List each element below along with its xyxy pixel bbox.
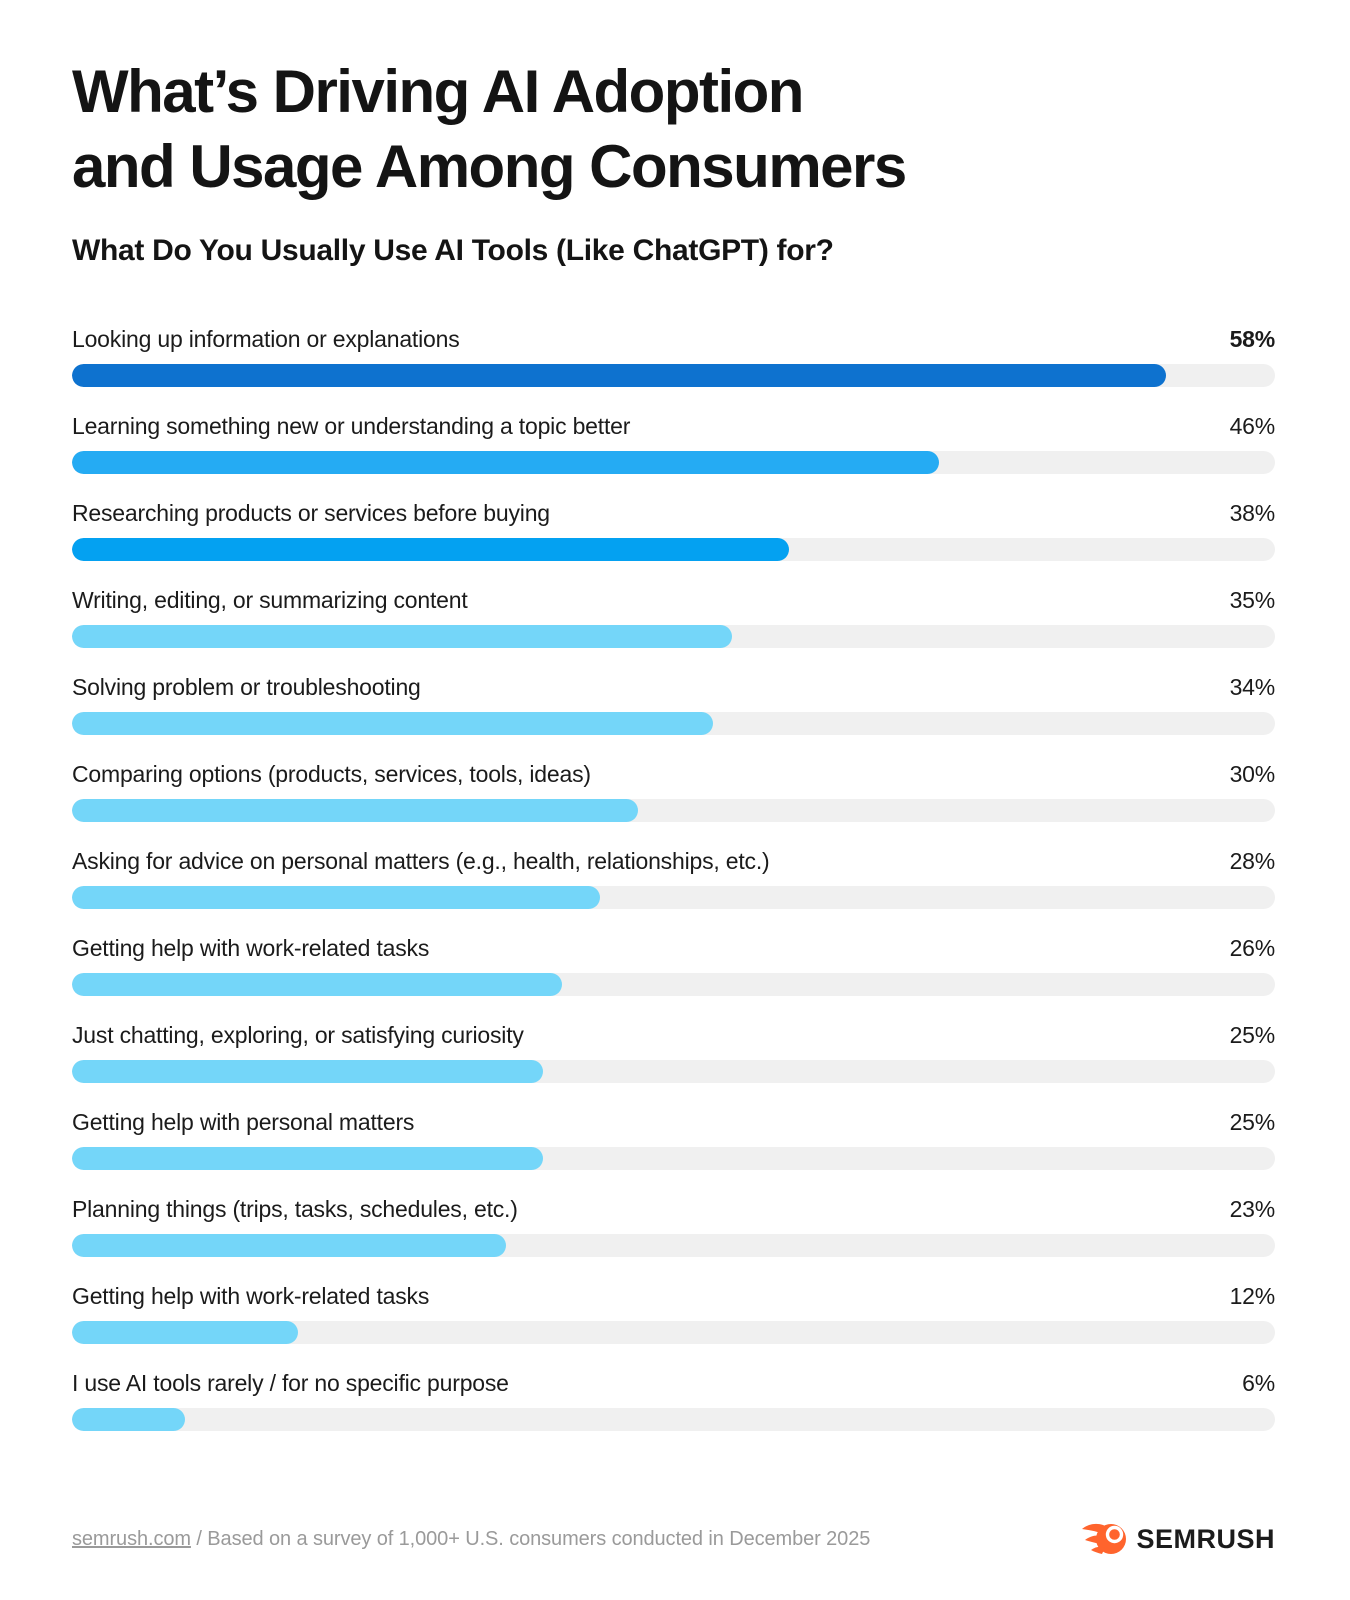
bar-value: 23% bbox=[1229, 1196, 1276, 1222]
bar-fill bbox=[72, 625, 732, 648]
bar-row: Writing, editing, or summarizing content… bbox=[72, 585, 1275, 648]
bar-row: Solving problem or troubleshooting 34% bbox=[72, 672, 1275, 735]
bar-track bbox=[72, 1408, 1275, 1431]
bar-row: Just chatting, exploring, or satisfying … bbox=[72, 1020, 1275, 1083]
semrush-link[interactable]: semrush.com bbox=[72, 1527, 191, 1550]
bar-track bbox=[72, 1321, 1275, 1344]
bar-row-head: Getting help with work-related tasks 12% bbox=[72, 1281, 1275, 1311]
bar-value: 58% bbox=[1229, 326, 1276, 352]
bar-value: 25% bbox=[1229, 1022, 1276, 1048]
bar-label: Writing, editing, or summarizing content bbox=[72, 587, 468, 613]
bar-fill bbox=[72, 1408, 186, 1431]
bar-track bbox=[72, 1147, 1275, 1170]
bar-fill bbox=[72, 451, 940, 474]
bar-fill bbox=[72, 1321, 299, 1344]
bar-track bbox=[72, 712, 1275, 735]
bar-row-head: Solving problem or troubleshooting 34% bbox=[72, 672, 1275, 702]
bar-track bbox=[72, 364, 1275, 387]
bar-row-head: I use AI tools rarely / for no specific … bbox=[72, 1368, 1275, 1398]
bar-row: Looking up information or explanations 5… bbox=[72, 324, 1275, 387]
bar-label: Comparing options (products, services, t… bbox=[72, 761, 591, 787]
bar-row: Planning things (trips, tasks, schedules… bbox=[72, 1194, 1275, 1257]
bar-row: Comparing options (products, services, t… bbox=[72, 759, 1275, 822]
bar-track bbox=[72, 625, 1275, 648]
bar-row-head: Researching products or services before … bbox=[72, 498, 1275, 528]
bar-value: 38% bbox=[1229, 500, 1276, 526]
footer: semrush.com / Based on a survey of 1,000… bbox=[72, 1520, 1275, 1558]
bar-label: Solving problem or troubleshooting bbox=[72, 674, 421, 700]
bar-value: 26% bbox=[1229, 935, 1276, 961]
bar-row-head: Comparing options (products, services, t… bbox=[72, 759, 1275, 789]
bar-label: Just chatting, exploring, or satisfying … bbox=[72, 1022, 524, 1048]
bar-row-head: Asking for advice on personal matters (e… bbox=[72, 846, 1275, 876]
bar-value: 30% bbox=[1229, 761, 1276, 787]
bar-label: Researching products or services before … bbox=[72, 500, 550, 526]
bar-value: 35% bbox=[1229, 587, 1276, 613]
page-title: What’s Driving AI Adoption and Usage Amo… bbox=[72, 58, 907, 200]
bar-fill bbox=[72, 799, 638, 822]
bar-fill bbox=[72, 886, 600, 909]
bar-row-head: Planning things (trips, tasks, schedules… bbox=[72, 1194, 1275, 1224]
bar-label: Looking up information or explanations bbox=[72, 326, 460, 352]
bar-label: Getting help with work-related tasks bbox=[72, 1283, 430, 1309]
bar-row-head: Looking up information or explanations 5… bbox=[72, 324, 1275, 354]
bar-row: Getting help with work-related tasks 26% bbox=[72, 933, 1275, 996]
bar-row: Asking for advice on personal matters (e… bbox=[72, 846, 1275, 909]
bar-row: I use AI tools rarely / for no specific … bbox=[72, 1368, 1275, 1431]
bar-label: Asking for advice on personal matters (e… bbox=[72, 848, 770, 874]
bar-label: Learning something new or understanding … bbox=[72, 413, 631, 439]
bar-track bbox=[72, 538, 1275, 561]
semrush-comet-icon bbox=[1082, 1523, 1127, 1554]
bar-fill bbox=[72, 1234, 506, 1257]
bar-fill bbox=[72, 538, 789, 561]
bar-row-head: Getting help with personal matters 25% bbox=[72, 1107, 1275, 1137]
page-subtitle: What Do You Usually Use AI Tools (Like C… bbox=[72, 234, 834, 267]
source-text: / Based on a survey of 1,000+ U.S. consu… bbox=[190, 1527, 871, 1550]
bar-track bbox=[72, 1234, 1275, 1257]
bar-label: Getting help with work-related tasks bbox=[72, 935, 430, 961]
bar-track bbox=[72, 799, 1275, 822]
bar-value: 34% bbox=[1229, 674, 1276, 700]
bar-fill bbox=[72, 973, 563, 996]
bar-row-head: Learning something new or understanding … bbox=[72, 411, 1275, 441]
bar-value: 12% bbox=[1229, 1283, 1276, 1309]
bar-fill bbox=[72, 1147, 544, 1170]
bar-row-head: Writing, editing, or summarizing content… bbox=[72, 585, 1275, 615]
bar-value: 28% bbox=[1229, 848, 1276, 874]
semrush-logo: SEMRUSH bbox=[1081, 1520, 1275, 1558]
bar-label: I use AI tools rarely / for no specific … bbox=[72, 1370, 509, 1396]
bar-value: 46% bbox=[1229, 413, 1276, 439]
bar-track bbox=[72, 973, 1275, 996]
bar-label: Getting help with personal matters bbox=[72, 1109, 415, 1135]
bar-row: Getting help with personal matters 25% bbox=[72, 1107, 1275, 1170]
bar-fill bbox=[72, 1060, 544, 1083]
bar-row-head: Getting help with work-related tasks 26% bbox=[72, 933, 1275, 963]
bar-value: 25% bbox=[1229, 1109, 1276, 1135]
bar-row: Learning something new or understanding … bbox=[72, 411, 1275, 474]
semrush-wordmark: SEMRUSH bbox=[1136, 1523, 1275, 1554]
bars-list: Looking up information or explanations 5… bbox=[72, 324, 1275, 1431]
bar-track bbox=[72, 451, 1275, 474]
source-line: semrush.com / Based on a survey of 1,000… bbox=[72, 1528, 870, 1551]
bar-value: 6% bbox=[1242, 1370, 1275, 1396]
bar-row: Researching products or services before … bbox=[72, 498, 1275, 561]
bar-fill bbox=[72, 712, 714, 735]
bar-track bbox=[72, 886, 1275, 909]
bar-label: Planning things (trips, tasks, schedules… bbox=[72, 1196, 518, 1222]
bar-row: Getting help with work-related tasks 12% bbox=[72, 1281, 1275, 1344]
bar-track bbox=[72, 1060, 1275, 1083]
bar-row-head: Just chatting, exploring, or satisfying … bbox=[72, 1020, 1275, 1050]
bar-fill bbox=[72, 364, 1166, 387]
